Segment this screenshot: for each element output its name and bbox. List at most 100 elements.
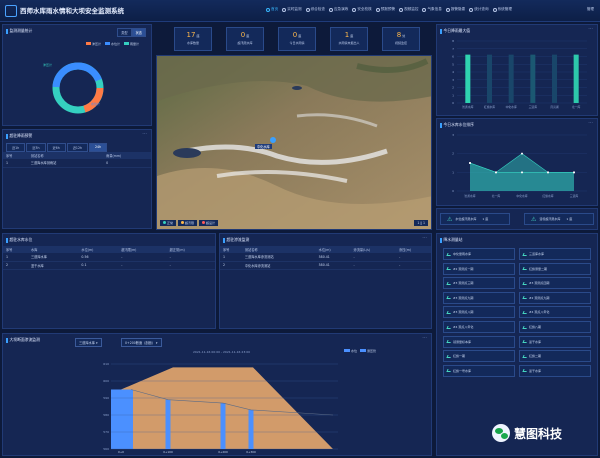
table-row[interactable]: 2 蓝干水库 0.1 - - xyxy=(3,261,215,270)
bar-background xyxy=(487,54,492,103)
nav-item[interactable]: 报警隐患 xyxy=(445,7,465,12)
nav-label: 综合检查 xyxy=(310,7,325,11)
rain-tabs: 近1h 近3h 近6h 近12h 24h xyxy=(6,143,108,152)
map-tools[interactable]: 1 ‖ 1 xyxy=(414,220,428,226)
piezometer-bar[interactable] xyxy=(165,399,171,449)
tab-rain-range[interactable]: 近1h xyxy=(6,143,26,152)
app-title: 西师水库雨水情和大坝安全监测系统 xyxy=(20,7,124,15)
station-item[interactable]: 红旗八期 xyxy=(519,321,591,333)
more-icon[interactable]: ··· xyxy=(588,26,593,32)
stat-card[interactable]: 17座 水库数量 xyxy=(174,27,212,51)
table-row[interactable]: 2 中化水库渗流测站 580.41 - - xyxy=(220,261,431,270)
more-icon[interactable]: ··· xyxy=(142,131,147,137)
bar[interactable] xyxy=(573,54,579,103)
warn-item[interactable]: ⚠ 水位超汛限水库 1 座 xyxy=(440,213,510,225)
map-legend-item[interactable]: 正常 xyxy=(160,220,176,226)
station-item[interactable]: 红旗二期 xyxy=(519,350,591,363)
station-item[interactable]: #4 观点八年化 xyxy=(519,306,591,319)
tab-rain-range[interactable]: 近12h xyxy=(66,143,89,152)
station-item[interactable]: 红旗测量二期 xyxy=(519,262,591,275)
nav-item[interactable]: 应急演练 xyxy=(328,7,348,12)
station-item[interactable]: 蓝干水库 xyxy=(519,364,591,377)
tab-rain-range[interactable]: 近6h xyxy=(46,143,66,152)
more-icon[interactable]: ··· xyxy=(422,335,427,341)
station-item[interactable]: 领测量标本库 xyxy=(443,335,515,348)
nav-label: 安全校核 xyxy=(357,7,372,11)
table-row[interactable]: 1 三道库水库渗流测站 580.41 - - xyxy=(220,253,431,262)
tab-status[interactable]: 状态 xyxy=(131,28,146,37)
column-header: 渗流量(L/s) xyxy=(350,246,397,253)
station-label: #2 观测点九期 xyxy=(529,295,550,300)
station-label: #3 观测点四期 xyxy=(529,281,550,286)
section-select[interactable]: 0+200断面（剖面） ▾ xyxy=(121,338,162,347)
station-item[interactable]: 红旗一期 xyxy=(443,350,515,363)
cell: 1 xyxy=(3,159,28,168)
data-point[interactable] xyxy=(521,152,523,155)
bar[interactable] xyxy=(530,54,536,103)
table-row[interactable]: 1 三道库水库 0.56 - - xyxy=(3,253,215,262)
satellite-map xyxy=(157,56,431,229)
data-point[interactable] xyxy=(573,171,575,174)
section-legend: 水位 测压管 xyxy=(344,349,376,353)
station-item[interactable]: #3 观测点八期 xyxy=(443,306,515,319)
reservoir-select[interactable]: 三道库水库 ▾ xyxy=(75,338,102,347)
stat-card[interactable]: 1座 水雨情未报出人 xyxy=(330,27,368,51)
station-item[interactable]: #3 观测点三期 xyxy=(443,277,515,290)
level-line-chart: 0 1 2 3 智勇水库 北一库 中化水库 红旗水库 三道库 xyxy=(452,133,587,198)
donut-label: 渗压计 xyxy=(43,63,53,67)
cell: - xyxy=(396,253,431,262)
station-item[interactable]: 蓝干水库 xyxy=(519,335,591,348)
station-item[interactable]: #3 观测点九期 xyxy=(443,291,515,304)
nav-item[interactable]: 统计查询 xyxy=(469,7,489,12)
rain-bar-chart: 0 1 2 3 4 5 6 7 8 智勇水库 红旗水库 中化水库 三道库 月亮湖 北一库 xyxy=(452,39,587,109)
stat-unit: 座 xyxy=(350,34,354,38)
nav-item[interactable]: 系统管理 xyxy=(492,7,512,12)
nav-item[interactable]: 气象信息 xyxy=(422,7,442,12)
tab-type[interactable]: 类型 xyxy=(117,28,132,37)
nav-item[interactable]: 综合检查 xyxy=(305,7,325,12)
station-label: 领测量标本库 xyxy=(453,339,472,344)
station-item[interactable]: #2 观测点一期 xyxy=(443,262,515,275)
user-menu[interactable]: 管理 xyxy=(586,7,594,11)
station-label: 红旗二期 xyxy=(529,354,542,359)
map-legend-item[interactable]: 超设计 xyxy=(198,220,218,226)
tab-rain-range[interactable]: 24h xyxy=(89,143,108,152)
nav-item[interactable]: 预报预警 xyxy=(375,7,395,12)
station-item[interactable]: 红旗一号水库 xyxy=(443,364,515,377)
data-point[interactable] xyxy=(547,171,549,174)
reservoir-marker[interactable] xyxy=(270,137,276,143)
stat-card[interactable]: 0座 超汛限水库 xyxy=(226,27,264,51)
nav-icon xyxy=(282,7,287,12)
stat-card[interactable]: 0座 今日水雨情 xyxy=(278,27,316,51)
map-view[interactable]: 中化水库 正常 超汛限 超设计 1 ‖ 1 xyxy=(156,55,432,230)
tab-rain-range[interactable]: 近3h xyxy=(26,143,46,152)
nav-icon xyxy=(492,7,497,12)
station-item[interactable]: 中化量雨水库 xyxy=(443,248,515,260)
bar[interactable] xyxy=(465,54,471,103)
data-point[interactable] xyxy=(521,171,523,174)
map-legend-item[interactable]: 超汛限 xyxy=(177,220,197,226)
data-point[interactable] xyxy=(469,162,471,164)
piezometer-bar[interactable] xyxy=(248,409,254,449)
station-item[interactable]: #4 观点八年化 xyxy=(443,321,515,333)
station-item[interactable]: 三道库水库 xyxy=(519,248,591,260)
warn-item[interactable]: ⚠ 漫坝超汛限水库 1 座 xyxy=(524,213,594,225)
stat-label: 视频监控 xyxy=(394,41,407,45)
series-area xyxy=(470,163,574,191)
station-item[interactable]: #3 观测点四期 xyxy=(519,277,591,290)
station-item[interactable]: #2 观测点九期 xyxy=(519,291,591,304)
nav-item[interactable]: 首页 xyxy=(266,7,278,12)
cross-section-panel: 大坝断面渗流监测 ··· 三道库水库 ▾ 0+200断面（剖面） ▾ 2021-… xyxy=(2,333,432,456)
table-row[interactable]: 1 三道库水库测雨站 0 xyxy=(3,159,151,168)
nav-icon xyxy=(375,7,380,12)
more-icon[interactable]: ··· xyxy=(422,235,427,241)
piezometer-bar[interactable] xyxy=(220,403,226,449)
station-icon xyxy=(446,267,452,271)
nav-item[interactable]: 实时监测 xyxy=(282,7,302,12)
y-tick-label: 590 xyxy=(103,396,109,400)
nav-item[interactable]: 安全校核 xyxy=(352,7,372,12)
more-icon[interactable]: ··· xyxy=(588,120,593,126)
stat-card[interactable]: 8处 视频监控 xyxy=(382,27,420,51)
nav-item[interactable]: 视频监控 xyxy=(399,7,418,12)
data-point[interactable] xyxy=(495,171,497,174)
